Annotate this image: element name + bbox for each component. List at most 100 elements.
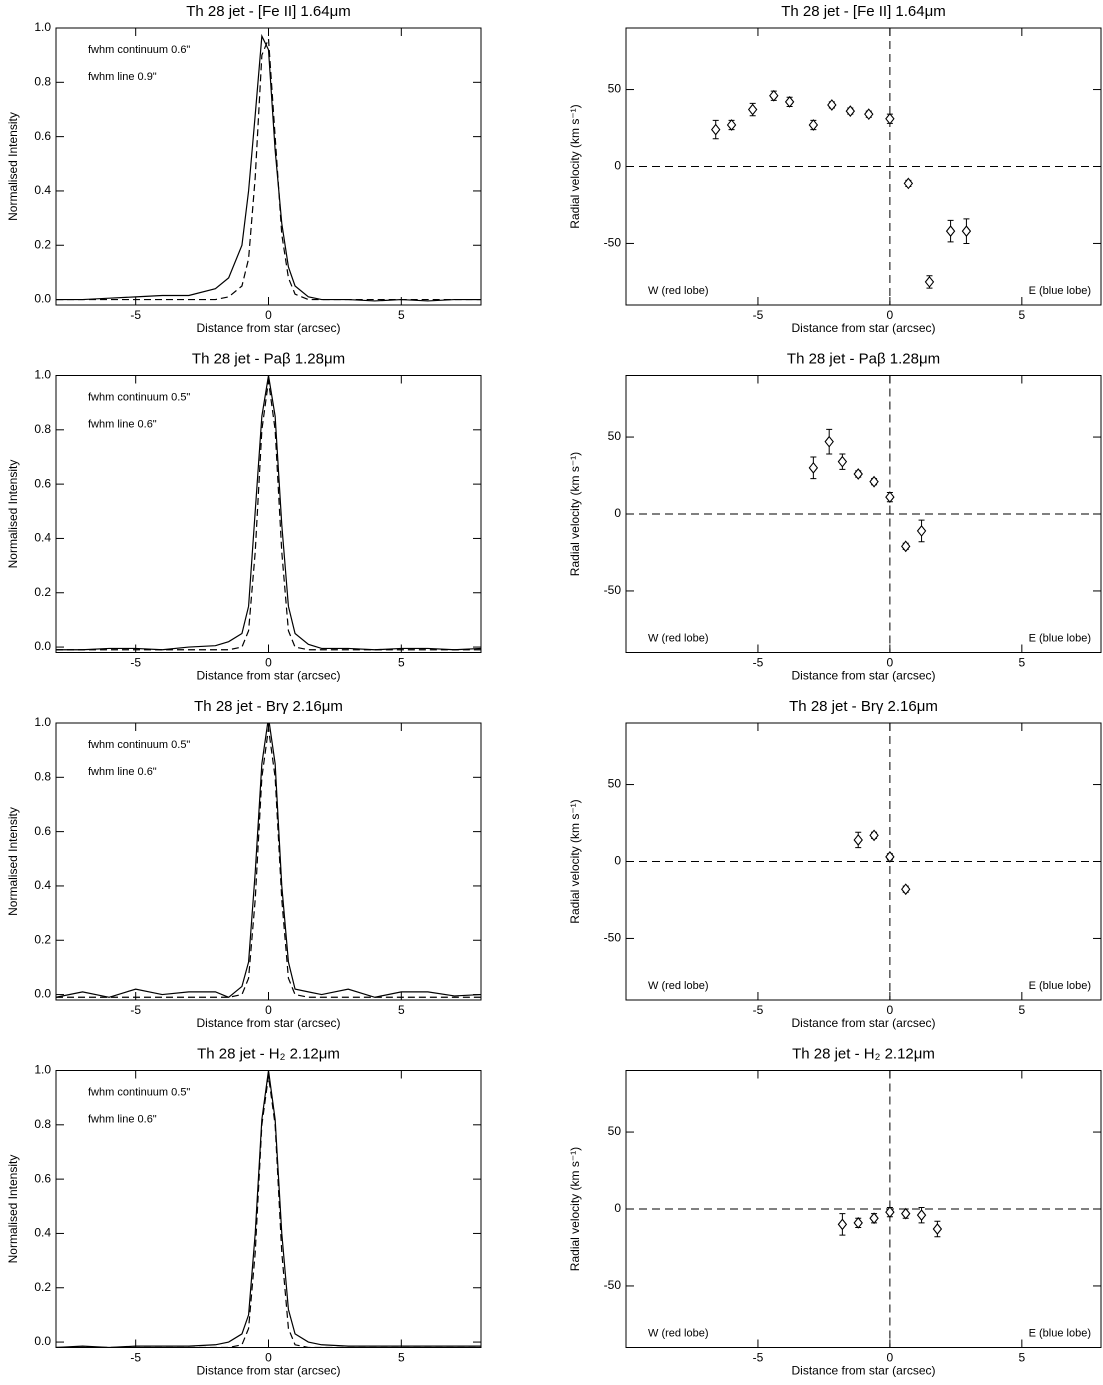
data-point — [916, 1209, 927, 1222]
data-point — [885, 851, 895, 863]
x-tick-label: 5 — [1018, 308, 1025, 322]
plot-frame — [55, 27, 482, 306]
y-axis-label: Normalised Intensity — [6, 460, 20, 569]
data-point — [869, 829, 879, 842]
data-point — [837, 1218, 848, 1231]
y-tick-label: -50 — [604, 931, 622, 945]
x-tick-label: 0 — [265, 308, 272, 322]
x-tick-label: -5 — [130, 656, 141, 670]
data-point — [747, 103, 758, 116]
y-axis-label: Radial velocity (km s⁻¹) — [568, 1147, 582, 1271]
x-tick-label: 5 — [398, 308, 405, 322]
x-tick-label: -5 — [130, 1351, 141, 1365]
plot-area — [56, 375, 481, 651]
annotation: E (blue lobe) — [1029, 632, 1091, 644]
y-tick-label: 1.0 — [34, 1063, 51, 1077]
annotation: fwhm continuum 0.6" — [88, 44, 190, 56]
annotation: fwhm line 0.6" — [88, 1113, 157, 1125]
y-tick-label: 0 — [614, 1201, 621, 1215]
y-tick-label: 0.0 — [34, 292, 51, 306]
annotation: W (red lobe) — [648, 1327, 709, 1339]
chart-title: Th 28 jet - Paβ 1.28μm — [192, 350, 345, 367]
x-axis-label: Distance from star (arcsec) — [791, 1364, 935, 1378]
x-tick-label: 5 — [398, 1003, 405, 1017]
data-point — [845, 105, 856, 117]
annotation: E (blue lobe) — [1029, 285, 1091, 297]
chart-title: Th 28 jet - [Fe II] 1.64μm — [186, 3, 351, 20]
y-tick-label: -50 — [604, 1278, 622, 1292]
y-tick-label: 0 — [614, 159, 621, 173]
y-tick-label: 0.2 — [34, 237, 51, 251]
data-point — [869, 1212, 879, 1225]
data-point — [784, 95, 795, 108]
y-tick-label: 0.0 — [34, 1334, 51, 1348]
chart-title: Th 28 jet - Brγ 2.16μm — [194, 698, 343, 715]
y-axis-label: Radial velocity (km s⁻¹) — [568, 452, 582, 576]
annotation: fwhm continuum 0.5" — [88, 1086, 190, 1098]
y-tick-label: 0.8 — [34, 422, 51, 436]
x-tick-label: -5 — [130, 308, 141, 322]
profile-line — [56, 33, 481, 302]
y-tick-label: 0.2 — [34, 932, 51, 946]
y-tick-label: 0.6 — [34, 129, 51, 143]
data-point — [916, 525, 927, 537]
x-tick-label: 0 — [887, 1351, 894, 1365]
plot-area — [626, 1070, 1101, 1348]
x-axis-label: Distance from star (arcsec) — [791, 669, 935, 683]
annotation: fwhm continuum 0.5" — [88, 739, 190, 751]
y-tick-label: 1.0 — [34, 368, 51, 382]
x-axis-label: Distance from star (arcsec) — [196, 669, 340, 683]
x-tick-label: 0 — [887, 1003, 894, 1017]
x-axis-label: Distance from star (arcsec) — [196, 321, 340, 335]
x-tick-label: -5 — [753, 656, 764, 670]
x-tick-label: 0 — [265, 656, 272, 670]
annotation: fwhm line 0.6" — [88, 766, 157, 778]
plot-area — [56, 723, 481, 998]
plot-frame — [55, 375, 482, 653]
chart-title: Th 28 jet - [Fe II] 1.64μm — [781, 3, 946, 20]
plot-area — [56, 1070, 481, 1348]
annotation: fwhm line 0.6" — [88, 418, 157, 430]
x-tick-label: -5 — [130, 1003, 141, 1017]
y-tick-label: 0.6 — [34, 1171, 51, 1185]
y-tick-label: 0.4 — [34, 878, 51, 892]
y-axis-label: Radial velocity (km s⁻¹) — [568, 799, 582, 923]
y-axis-label: Normalised Intensity — [6, 807, 20, 916]
plot-frame — [55, 1070, 482, 1348]
x-tick-label: 5 — [1018, 1351, 1025, 1365]
annotation: fwhm line 0.9" — [88, 71, 157, 83]
plot-area — [56, 33, 481, 302]
y-tick-label: 0 — [614, 506, 621, 520]
y-tick-label: 0.0 — [34, 639, 51, 653]
x-axis-label: Distance from star (arcsec) — [791, 321, 935, 335]
y-tick-label: 1.0 — [34, 715, 51, 729]
plot-area — [626, 28, 1101, 305]
data-point — [932, 1223, 943, 1235]
x-tick-label: 5 — [1018, 656, 1025, 670]
annotation: E (blue lobe) — [1029, 980, 1091, 992]
data-point — [827, 99, 837, 111]
data-point — [853, 1216, 863, 1229]
chart-title: Th 28 jet - Brγ 2.16μm — [789, 698, 938, 715]
annotation: W (red lobe) — [648, 632, 709, 644]
y-tick-label: 0.6 — [34, 824, 51, 838]
annotation: fwhm continuum 0.5" — [88, 391, 190, 403]
data-point — [769, 89, 779, 102]
x-tick-label: 0 — [887, 656, 894, 670]
y-tick-label: 0.4 — [34, 183, 51, 197]
x-tick-label: -5 — [753, 308, 764, 322]
annotation: W (red lobe) — [648, 980, 709, 992]
data-point — [885, 112, 895, 125]
profile-line — [56, 1070, 481, 1348]
data-point — [808, 119, 819, 131]
annotation: W (red lobe) — [648, 285, 709, 297]
x-tick-label: 0 — [265, 1351, 272, 1365]
y-tick-label: 0.6 — [34, 476, 51, 490]
y-tick-label: 0.4 — [34, 1226, 51, 1240]
data-point — [901, 540, 911, 553]
data-point — [808, 461, 819, 474]
x-tick-label: 5 — [398, 1351, 405, 1365]
plot-area — [626, 723, 1101, 1000]
profile-line — [56, 723, 481, 998]
